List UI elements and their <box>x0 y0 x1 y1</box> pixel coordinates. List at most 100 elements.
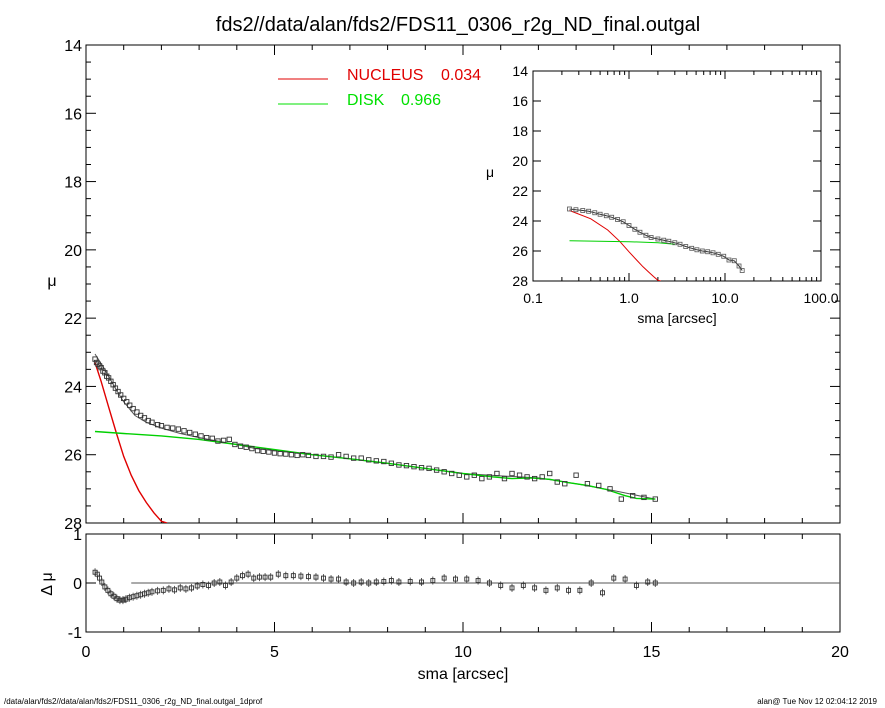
inset-y-tick-label: 20 <box>512 153 528 169</box>
residual-point <box>566 587 572 593</box>
observed-point <box>358 455 364 461</box>
observed-point <box>573 472 579 478</box>
residual-point <box>622 576 628 582</box>
observed-point <box>562 481 568 487</box>
observed-point <box>95 361 101 367</box>
nucleus-model-line <box>94 362 168 523</box>
observed-point <box>254 447 261 454</box>
residual-point <box>105 587 111 593</box>
legend-disk-value: 0.966 <box>401 92 441 109</box>
inset-observed-point <box>739 268 745 273</box>
residual-point <box>149 589 155 595</box>
observed-point <box>328 454 334 460</box>
residual-point <box>240 573 245 579</box>
observed-point <box>449 470 455 477</box>
inset-observed-point <box>677 241 683 247</box>
residual-point <box>275 571 281 577</box>
inset-observed-point <box>715 251 721 257</box>
x-tick-label: 10 <box>454 644 472 661</box>
residual-point <box>194 583 200 589</box>
observed-point <box>388 460 395 466</box>
observed-point <box>396 462 402 468</box>
inset-observed-line <box>569 208 743 271</box>
observed-point <box>486 474 493 480</box>
observed-point <box>294 452 300 459</box>
observed-point <box>596 482 602 489</box>
residual-point <box>117 597 123 603</box>
residual-point <box>328 576 334 582</box>
observed-point <box>479 475 485 482</box>
residual-series <box>92 568 840 605</box>
observed-point <box>320 453 327 460</box>
residual-point <box>652 580 658 586</box>
observed-point <box>145 417 151 424</box>
main-x-ticks <box>85 45 841 523</box>
observed-point <box>351 455 357 461</box>
residual-x-ticks: 0 5 10 15 20 <box>82 534 849 661</box>
observed-point <box>441 469 447 475</box>
inset-series <box>567 206 745 281</box>
main-y-axis-label: μ <box>47 273 56 290</box>
observed-point <box>175 426 182 432</box>
residual-point <box>577 587 583 593</box>
legend: NUCLEUS 0.034 DISK 0.966 <box>278 67 481 109</box>
inset-x-tick-label: 1.0 <box>619 290 639 306</box>
observed-point <box>249 445 255 452</box>
inset-observed-point <box>661 237 667 243</box>
inset-observed-point <box>731 258 737 264</box>
inset-observed-point <box>655 236 661 242</box>
residual-point <box>430 578 436 583</box>
inset-observed-point <box>666 238 672 244</box>
residual-point <box>509 585 515 591</box>
residual-y-tick-label: -1 <box>68 625 82 642</box>
inset-observed-point <box>603 213 609 219</box>
inset-observed-point <box>683 244 689 249</box>
residual-point <box>123 596 129 602</box>
x-tick-label: 5 <box>270 644 279 661</box>
legend-disk-name: DISK <box>347 92 385 109</box>
main-series <box>92 353 658 523</box>
residual-point <box>262 574 268 580</box>
main-y-tick-label: 14 <box>64 38 82 55</box>
residual-point <box>245 571 251 577</box>
observed-point <box>343 453 349 460</box>
residual-point <box>305 574 311 580</box>
observed-point <box>313 453 319 460</box>
observed-point <box>232 441 238 448</box>
residual-point <box>99 579 105 585</box>
inset-nucleus-model-line <box>569 210 662 281</box>
residual-point <box>520 583 526 588</box>
observed-point <box>96 363 103 369</box>
residual-point <box>172 587 178 593</box>
residual-point <box>298 573 304 579</box>
observed-point <box>130 405 136 412</box>
main-y-tick-label: 22 <box>64 311 82 328</box>
x-tick-label: 0 <box>82 644 91 661</box>
observed-point <box>516 472 523 478</box>
residual-point <box>234 575 240 581</box>
observed-point <box>209 435 215 441</box>
observed-point <box>149 419 155 425</box>
observed-point <box>501 475 508 482</box>
observed-point <box>187 429 193 436</box>
residual-point <box>336 576 342 582</box>
legend-nucleus-name: NUCLEUS <box>347 67 423 84</box>
observed-point <box>300 452 306 458</box>
observed-point <box>494 470 500 477</box>
disk-model-line <box>94 430 656 500</box>
observed-point <box>154 422 161 428</box>
inset-observed-point <box>721 253 727 259</box>
chart-title: fds2//data/alan/fds2/FDS11_0306_r2g_ND_f… <box>216 14 700 36</box>
inset-observed-point <box>580 208 586 213</box>
observed-point <box>554 479 560 485</box>
main-y-tick-label: 26 <box>64 448 82 465</box>
inset-y-tick-label: 28 <box>512 273 528 289</box>
inset-y-tick-label: 22 <box>512 183 528 199</box>
observed-point <box>524 474 530 480</box>
observed-point <box>607 486 613 492</box>
residual-point <box>453 576 458 582</box>
inset-observed-point <box>694 247 700 253</box>
residual-point <box>120 597 126 603</box>
inset-observed-point <box>620 219 626 225</box>
